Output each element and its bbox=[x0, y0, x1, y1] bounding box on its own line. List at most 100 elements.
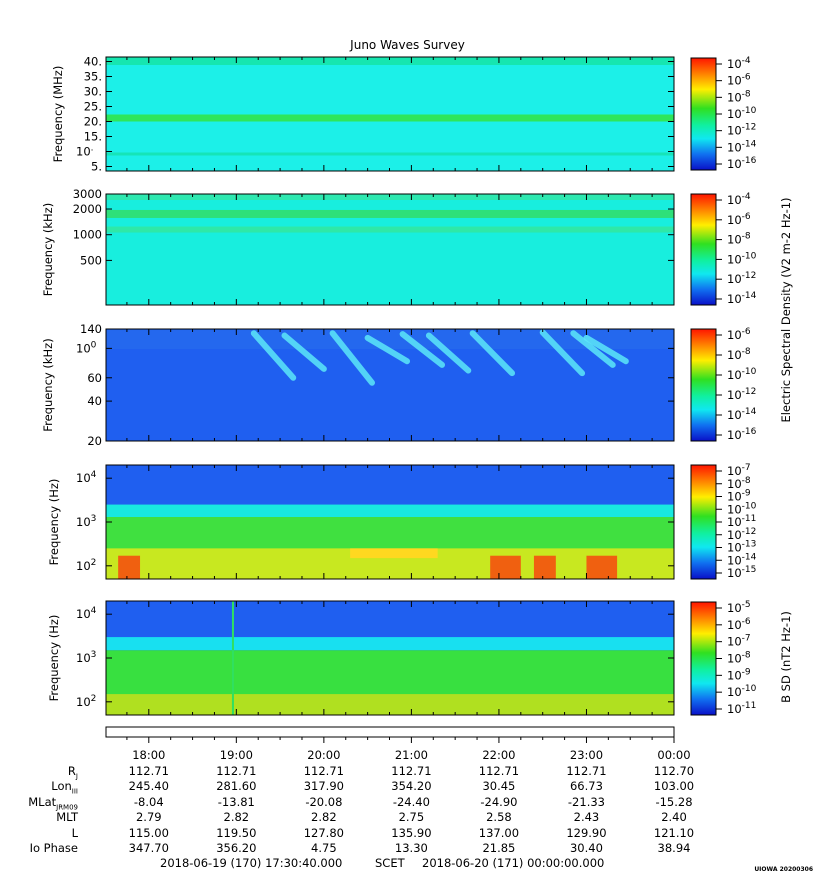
ephemeris-value: -15.28 bbox=[655, 794, 693, 809]
ephemeris-value: 112.71 bbox=[391, 764, 432, 778]
band-feature bbox=[106, 209, 674, 218]
ephemeris-value: 347.70 bbox=[128, 841, 169, 855]
colorbar-tick-label: 10-13 bbox=[727, 540, 756, 555]
colorbar-tick-label: 10-4 bbox=[727, 56, 751, 71]
y-tick-label: 102 bbox=[76, 694, 96, 709]
colorbar-title-magnetic: B SD (nT2 Hz-1) bbox=[779, 611, 793, 703]
colorbar-tick-label: 10-4 bbox=[727, 192, 751, 207]
ephemeris-value: 30.45 bbox=[482, 779, 516, 794]
ephemeris-value: 2.82 bbox=[223, 810, 250, 825]
ephemeris-value: 281.60 bbox=[216, 779, 257, 794]
ephemeris-value: 112.71 bbox=[566, 764, 607, 778]
ephemeris-value: 354.20 bbox=[391, 779, 432, 794]
emission-streak bbox=[399, 331, 446, 368]
colorbar-tick-label: 10-12 bbox=[727, 387, 756, 402]
colorbar-tick-label: 10-8 bbox=[727, 232, 751, 247]
colorbar-tick-label: 10-14 bbox=[727, 552, 757, 567]
ephemeris-value: 2.43 bbox=[573, 810, 600, 825]
y-tick-label: 104 bbox=[76, 606, 97, 621]
ephemeris-row-label: LonIII bbox=[51, 779, 78, 796]
chart-title: Juno Waves Survey bbox=[350, 38, 465, 52]
y-tick-label: 100 bbox=[76, 340, 97, 355]
intensity-patch bbox=[350, 548, 438, 559]
intensity-patch bbox=[490, 555, 521, 579]
y-tick-label: 103 bbox=[76, 514, 96, 529]
emission-streak bbox=[583, 334, 629, 365]
emission-streak bbox=[250, 330, 297, 381]
colorbar-tick-label: 10-5 bbox=[727, 600, 751, 615]
colorbar-3: 10-6 10-8 10-10 10-12 10-14 10-16 bbox=[690, 327, 757, 442]
colorbar-4: 10-710-810-910-1010-1110-1210-1310-1410-… bbox=[690, 463, 757, 580]
ephemeris-value: 2.82 bbox=[311, 810, 337, 825]
emission-streak bbox=[329, 330, 376, 386]
ephemeris-value: 2.79 bbox=[135, 810, 162, 825]
band-feature bbox=[106, 694, 674, 715]
ephemeris-value: 66.73 bbox=[569, 779, 603, 794]
uiowa-stamp: UIOWA 20200306 bbox=[754, 866, 813, 873]
spectrogram-panel-1: 40.35.30.25.20.15.10.5. Frequency (MHz) bbox=[51, 55, 675, 174]
ephemeris-value: 135.90 bbox=[391, 825, 432, 840]
panel-background bbox=[106, 57, 674, 171]
colorbar-tick-label: 10-11 bbox=[727, 701, 756, 716]
ephemeris-value: 30.40 bbox=[569, 841, 603, 855]
ephemeris-value: 38.94 bbox=[657, 841, 691, 855]
colorbar-tick-label: 10-15 bbox=[727, 565, 756, 580]
spike-feature bbox=[231, 601, 234, 715]
colorbar-tick-label: 10-14 bbox=[727, 291, 757, 306]
ephemeris-value: -13.81 bbox=[217, 794, 255, 809]
y-tick-label: 20 bbox=[87, 434, 102, 448]
y-tick-label: 40 bbox=[87, 394, 102, 408]
band-feature bbox=[106, 637, 674, 651]
y-tick-label: 30. bbox=[84, 85, 102, 99]
ephemeris-value: 119.50 bbox=[216, 825, 257, 840]
y-tick-label: 104 bbox=[76, 470, 97, 485]
ephemeris-row-label: L bbox=[71, 825, 78, 840]
band-feature bbox=[106, 504, 674, 518]
band-feature bbox=[106, 226, 674, 233]
colorbar-tick-label: 10-6 bbox=[727, 327, 751, 342]
colorbar-tick-label: 10-10 bbox=[727, 501, 757, 516]
band-feature bbox=[106, 152, 674, 156]
y-tick-label: 2000 bbox=[73, 202, 102, 216]
colorbar-tick-label: 10-8 bbox=[727, 476, 751, 491]
colorbar-tick-label: 10-9 bbox=[727, 489, 751, 504]
colorbar-5: 10-5 10-6 10-7 10-810-9 10-10 10-11 bbox=[690, 600, 757, 716]
y-tick-label: 10. bbox=[76, 144, 94, 159]
colorbar-tick-label: 10-8 bbox=[727, 347, 751, 362]
ephemeris-value: -24.40 bbox=[392, 794, 430, 809]
colorbar-gradient bbox=[690, 57, 717, 171]
emission-streak bbox=[281, 332, 327, 372]
emission-streak bbox=[570, 330, 616, 368]
time-label: 19:00 bbox=[219, 748, 253, 762]
ephemeris-value: 356.20 bbox=[216, 841, 257, 855]
colorbar-tick-label: 10-14 bbox=[727, 407, 757, 422]
ephemeris-value: 112.70 bbox=[653, 764, 695, 778]
time-label: 22:00 bbox=[482, 748, 516, 762]
colorbar-2: 10-4 10-6 10-8 10-10 10-12 10-14 bbox=[690, 192, 757, 306]
colorbar-tick-label: 10-11 bbox=[727, 514, 756, 529]
ephemeris-value: 4.75 bbox=[311, 841, 337, 855]
y-tick-label: 102 bbox=[76, 558, 96, 573]
colorbar-title-electric: Electric Spectral Density (V2 m-2 Hz-1) bbox=[779, 197, 793, 422]
band-feature bbox=[106, 57, 674, 65]
ephemeris-value: -8.04 bbox=[133, 794, 164, 809]
colorbar-tick-label: 10-10 bbox=[727, 251, 757, 266]
y-tick-label: 35. bbox=[84, 70, 102, 84]
spectrogram-panel-3: 140 100 60 40 20 Frequency (kHz) bbox=[41, 322, 675, 448]
ephemeris-value: -21.33 bbox=[567, 794, 605, 809]
ephemeris-value: 112.71 bbox=[128, 764, 169, 778]
scet-start: 2018-06-19 (170) 17:30:40.000 bbox=[160, 856, 343, 870]
colorbar-tick-label: 10-6 bbox=[727, 617, 751, 632]
band-feature bbox=[106, 329, 674, 349]
ephemeris-value: 129.90 bbox=[566, 825, 607, 840]
colorbar-gradient bbox=[690, 464, 717, 580]
colorbar-tick-label: 10-12 bbox=[727, 527, 756, 542]
emission-streak bbox=[425, 332, 472, 374]
ephemeris-value: 2.75 bbox=[398, 810, 425, 825]
ephemeris-value: 112.71 bbox=[216, 764, 257, 778]
colorbar-tick-label: 10-9 bbox=[727, 667, 751, 682]
ephemeris-value: -24.90 bbox=[480, 794, 518, 809]
